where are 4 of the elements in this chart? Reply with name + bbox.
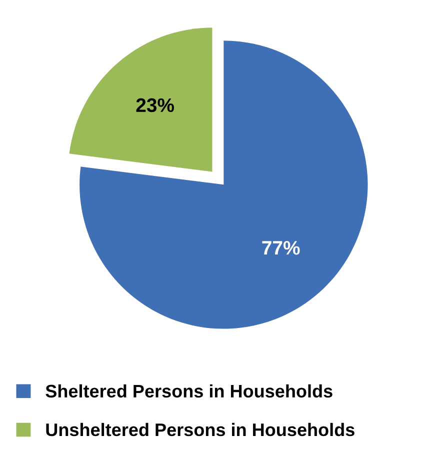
legend-label: Unsheltered Persons in Households [46,422,354,436]
data-label: 77% [262,241,300,255]
data-label: 23% [136,98,174,112]
legend-label: Sheltered Persons in Households [46,384,332,398]
